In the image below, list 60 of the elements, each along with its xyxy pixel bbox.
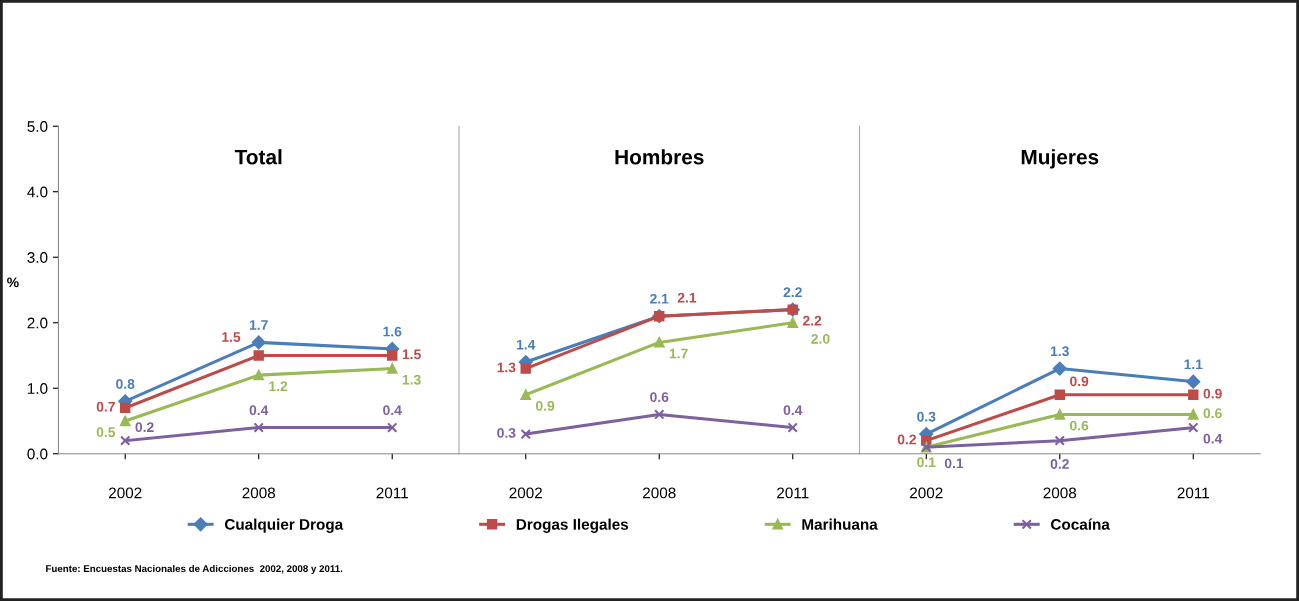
data-label: 0.2 (1050, 459, 1069, 469)
data-label: 2.0 (811, 333, 830, 344)
legend-label: Cocaína (1051, 518, 1110, 530)
x-tick-label: 2008 (1043, 487, 1077, 499)
y-axis-title: % (7, 277, 19, 288)
data-label: 1.1 (1184, 359, 1203, 370)
data-label: 0.3 (917, 411, 936, 422)
data-label: 0.6 (650, 392, 669, 402)
data-label: 0.4 (783, 405, 803, 416)
data-label: 0.2 (897, 434, 916, 445)
data-label: 1.3 (402, 374, 421, 385)
text: Mujeres (1021, 149, 1099, 169)
data-label: 2.2 (802, 315, 822, 326)
y-tick-label: 4.0 (27, 186, 48, 198)
data-label: 0.6 (1203, 408, 1222, 419)
data-label: 1.3 (1050, 346, 1069, 357)
data-label: 0.4 (249, 405, 269, 416)
data-label: 0.5 (96, 427, 116, 438)
data-label: 1.7 (249, 320, 268, 330)
x-tick-label: 2008 (643, 487, 676, 499)
x-tick-label: 2011 (777, 487, 809, 499)
y-tick-label: 3.0 (27, 252, 48, 263)
data-label: 0.1 (944, 458, 964, 469)
data-label: 0.4 (1203, 433, 1223, 444)
x-tick-label: 2011 (1177, 487, 1209, 499)
data-label: 0.6 (1070, 420, 1089, 431)
y-tick-label: 0.0 (27, 448, 48, 460)
data-label: 0.7 (96, 401, 115, 412)
x-tick-label: 2011 (376, 487, 408, 499)
data-label: 1.2 (269, 381, 288, 392)
data-label: 1.5 (402, 349, 421, 360)
data-label: 2.1 (650, 293, 669, 304)
legend-label: Marihuana (802, 518, 878, 530)
source-note: Fuente: Encuestas Nacionales de Adicciones 2002, 2008 y 2011. (46, 564, 343, 574)
data-label: 1.7 (669, 348, 688, 359)
data-label: 0.3 (497, 428, 516, 438)
data-label: 0.9 (1070, 376, 1089, 387)
y-tick-label: 2.0 (27, 317, 48, 329)
y-tick-label: 1.0 (27, 383, 48, 394)
data-label: 0.4 (383, 405, 402, 416)
data-label: 0.9 (536, 401, 555, 411)
text: Hombres (615, 149, 704, 165)
data-label: 2.2 (783, 287, 802, 298)
data-label: 1.6 (383, 326, 402, 337)
legend-label: Drogas Ilegales (516, 518, 629, 533)
data-label: 0.8 (116, 379, 135, 389)
data-label: 0.9 (1203, 388, 1222, 399)
data-label: 1.4 (516, 339, 536, 350)
data-label: 0.1 (917, 457, 936, 468)
x-tick-label: 2002 (910, 487, 943, 499)
y-tick-label: 5.0 (27, 121, 48, 132)
data-label: 2.1 (677, 292, 697, 303)
x-tick-label: 2002 (509, 487, 542, 499)
data-label: 1.5 (222, 332, 241, 342)
legend-label: Cualquier Droga (224, 518, 344, 533)
text: Total (234, 149, 282, 165)
x-tick-label: 2002 (108, 487, 142, 499)
x-tick-label: 2008 (242, 487, 276, 499)
data-label: 1.3 (497, 362, 516, 373)
data-label: 0.2 (135, 422, 154, 433)
